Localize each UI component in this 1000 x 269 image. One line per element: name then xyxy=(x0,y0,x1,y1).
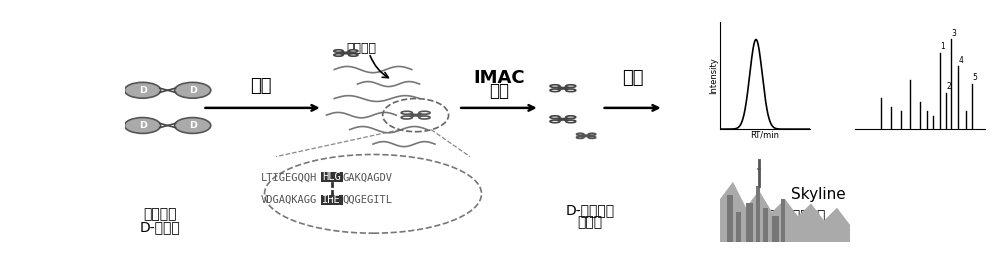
Circle shape xyxy=(334,50,343,52)
Text: D: D xyxy=(189,86,197,95)
Circle shape xyxy=(566,89,576,92)
Circle shape xyxy=(334,54,343,56)
Text: LTIGEGQQH: LTIGEGQQH xyxy=(261,172,317,182)
Ellipse shape xyxy=(124,118,161,133)
Bar xyxy=(746,203,753,242)
Circle shape xyxy=(550,120,560,123)
Text: D: D xyxy=(139,86,147,95)
Ellipse shape xyxy=(124,82,161,98)
Circle shape xyxy=(401,116,412,119)
Circle shape xyxy=(550,85,560,87)
Circle shape xyxy=(576,133,584,135)
FancyBboxPatch shape xyxy=(321,195,343,205)
Circle shape xyxy=(419,116,430,119)
Bar xyxy=(756,186,760,242)
Circle shape xyxy=(576,136,584,139)
Circle shape xyxy=(566,85,576,87)
Text: IHE: IHE xyxy=(322,195,341,205)
Text: D-二聚体: D-二聚体 xyxy=(140,220,180,234)
Polygon shape xyxy=(720,182,850,242)
Text: IMAC: IMAC xyxy=(474,69,525,87)
Text: D: D xyxy=(189,121,197,130)
Circle shape xyxy=(349,54,358,56)
Text: 联肽段: 联肽段 xyxy=(577,215,603,229)
Text: 酶解: 酶解 xyxy=(250,77,271,95)
Text: 5: 5 xyxy=(973,73,978,83)
Circle shape xyxy=(419,111,430,114)
Text: VDGAQKAGG: VDGAQKAGG xyxy=(261,195,317,205)
Text: D-二聚体交: D-二聚体交 xyxy=(565,203,615,217)
Text: Skyline: Skyline xyxy=(792,187,846,202)
Text: QQGEGITL: QQGEGITL xyxy=(342,195,392,205)
Circle shape xyxy=(349,50,358,52)
Circle shape xyxy=(588,136,596,139)
Text: 血浆中的: 血浆中的 xyxy=(143,207,177,221)
Text: 1: 1 xyxy=(940,42,945,51)
Y-axis label: Intensity: Intensity xyxy=(710,57,719,94)
Circle shape xyxy=(566,116,576,118)
Bar xyxy=(772,216,778,242)
Circle shape xyxy=(550,116,560,118)
Text: HLG: HLG xyxy=(322,172,341,182)
Ellipse shape xyxy=(175,82,211,98)
Text: 3: 3 xyxy=(952,29,957,38)
Text: 4: 4 xyxy=(958,56,963,65)
X-axis label: RT/min: RT/min xyxy=(750,130,780,140)
Bar xyxy=(736,212,741,242)
Text: D: D xyxy=(139,121,147,130)
Text: 除盐: 除盐 xyxy=(622,69,643,87)
Circle shape xyxy=(401,111,412,114)
Circle shape xyxy=(588,133,596,135)
FancyBboxPatch shape xyxy=(321,172,343,182)
Circle shape xyxy=(566,120,576,123)
Text: GAKQAGDV: GAKQAGDV xyxy=(342,172,392,182)
Text: 重标肽段: 重标肽段 xyxy=(346,42,376,55)
Text: 富集: 富集 xyxy=(489,82,509,100)
Bar xyxy=(763,208,768,242)
Bar xyxy=(781,199,785,242)
Bar xyxy=(726,195,733,242)
Ellipse shape xyxy=(175,118,211,133)
Text: 数据采集和数据分析: 数据采集和数据分析 xyxy=(750,209,825,223)
Text: 2: 2 xyxy=(947,83,951,91)
Circle shape xyxy=(550,89,560,92)
